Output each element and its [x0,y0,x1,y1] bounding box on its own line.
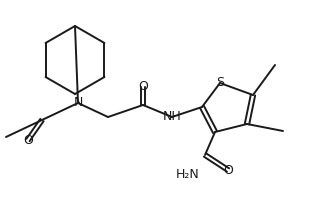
Text: S: S [216,77,224,90]
Text: O: O [23,133,33,146]
Text: H₂N: H₂N [176,169,200,182]
Text: O: O [223,164,233,177]
Text: NH: NH [162,111,181,124]
Text: N: N [73,97,83,109]
Text: O: O [138,80,148,94]
